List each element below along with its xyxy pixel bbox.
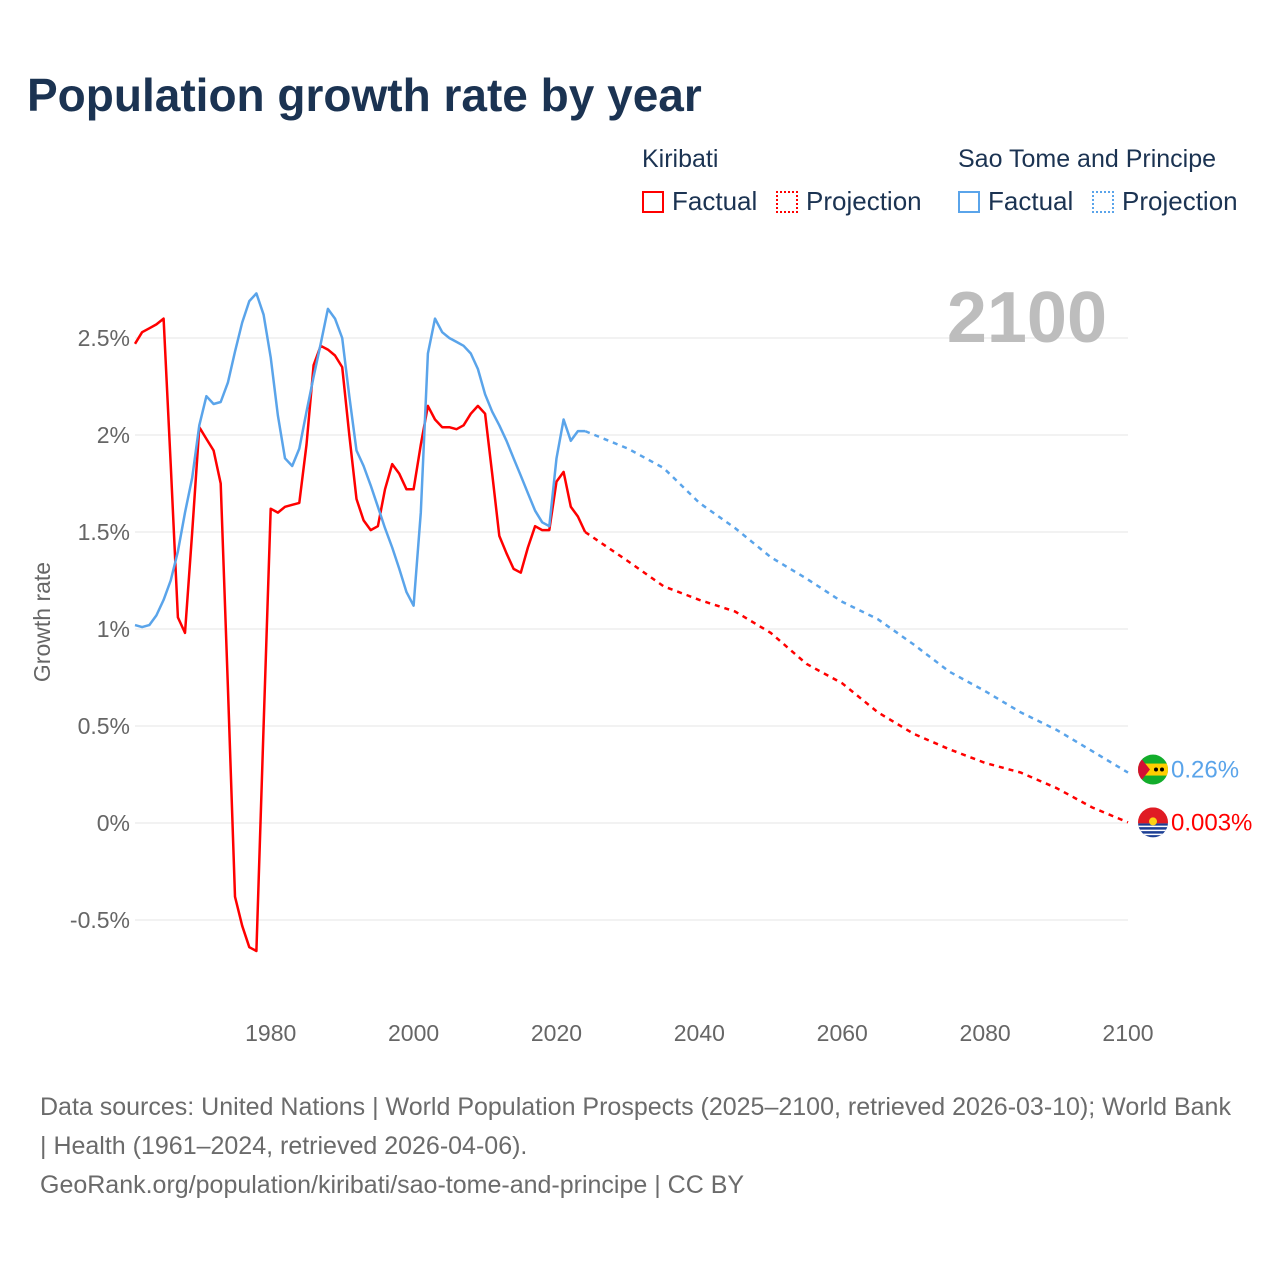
source-link[interactable]: GeoRank.org/population/kiribati/sao-tome…: [40, 1171, 745, 1199]
sao-tome-flag-icon: [1138, 754, 1168, 785]
x-tick-label: 1980: [245, 1020, 296, 1046]
y-tick-label: 0.5%: [78, 713, 130, 739]
kiribati-flag-icon: [1138, 807, 1168, 838]
x-tick-label: 2040: [674, 1020, 725, 1046]
flag-triangle: [1138, 754, 1150, 785]
legend-kiribati-factual[interactable]: Factual: [642, 186, 757, 217]
legend-label: Projection: [806, 186, 922, 216]
end-value-label: 0.26%: [1171, 757, 1239, 784]
factual-line: [133, 317, 587, 953]
footer: Data sources: United Nations | World Pop…: [40, 1088, 1240, 1205]
y-tick-label: 0%: [97, 810, 130, 836]
chart-title: Population growth rate by year: [27, 69, 702, 121]
legend-label: Factual: [672, 186, 758, 216]
end-value-label: 0.003%: [1171, 809, 1252, 836]
x-tick-label: 2060: [817, 1020, 868, 1046]
legend-kiribati-projection[interactable]: Projection: [776, 186, 922, 217]
y-axis-label: Growth rate: [29, 562, 55, 682]
legend-sao-tome-factual[interactable]: Factual: [958, 186, 1073, 217]
flag-sun: [1149, 817, 1157, 826]
projection-line: [584, 530, 1129, 824]
legend-sao-tome-projection[interactable]: Projection: [1092, 186, 1238, 217]
flag-star: [1154, 767, 1158, 772]
y-tick-label: 1%: [97, 616, 130, 642]
legend-label: Factual: [988, 186, 1074, 216]
legend-swatch-dotted: [776, 191, 798, 213]
y-tick-label: 2%: [97, 422, 130, 448]
x-tick-label: 2000: [388, 1020, 439, 1046]
x-tick-label: 2020: [531, 1020, 582, 1046]
y-tick-label: -0.5%: [70, 907, 130, 933]
flag-star: [1160, 767, 1164, 772]
legend-swatch-solid: [642, 191, 664, 213]
flag-red: [1138, 807, 1168, 824]
year-label: 2100: [947, 278, 1107, 358]
legend-swatch-dotted: [1092, 191, 1114, 213]
legend-group-kiribati: Kiribati: [642, 145, 719, 173]
legend-group-sao-tome: Sao Tome and Principe: [958, 145, 1217, 173]
factual-line: [134, 292, 586, 629]
y-tick-label: 1.5%: [78, 519, 130, 545]
x-tick-label: 2080: [960, 1020, 1011, 1046]
x-tick-label: 2100: [1102, 1020, 1153, 1046]
legend-swatch-solid: [958, 191, 980, 213]
y-tick-label: 2.5%: [78, 325, 130, 351]
data-sources: Data sources: United Nations | World Pop…: [40, 1093, 1231, 1160]
legend-label: Projection: [1122, 186, 1238, 216]
projection-line: [584, 429, 1129, 774]
